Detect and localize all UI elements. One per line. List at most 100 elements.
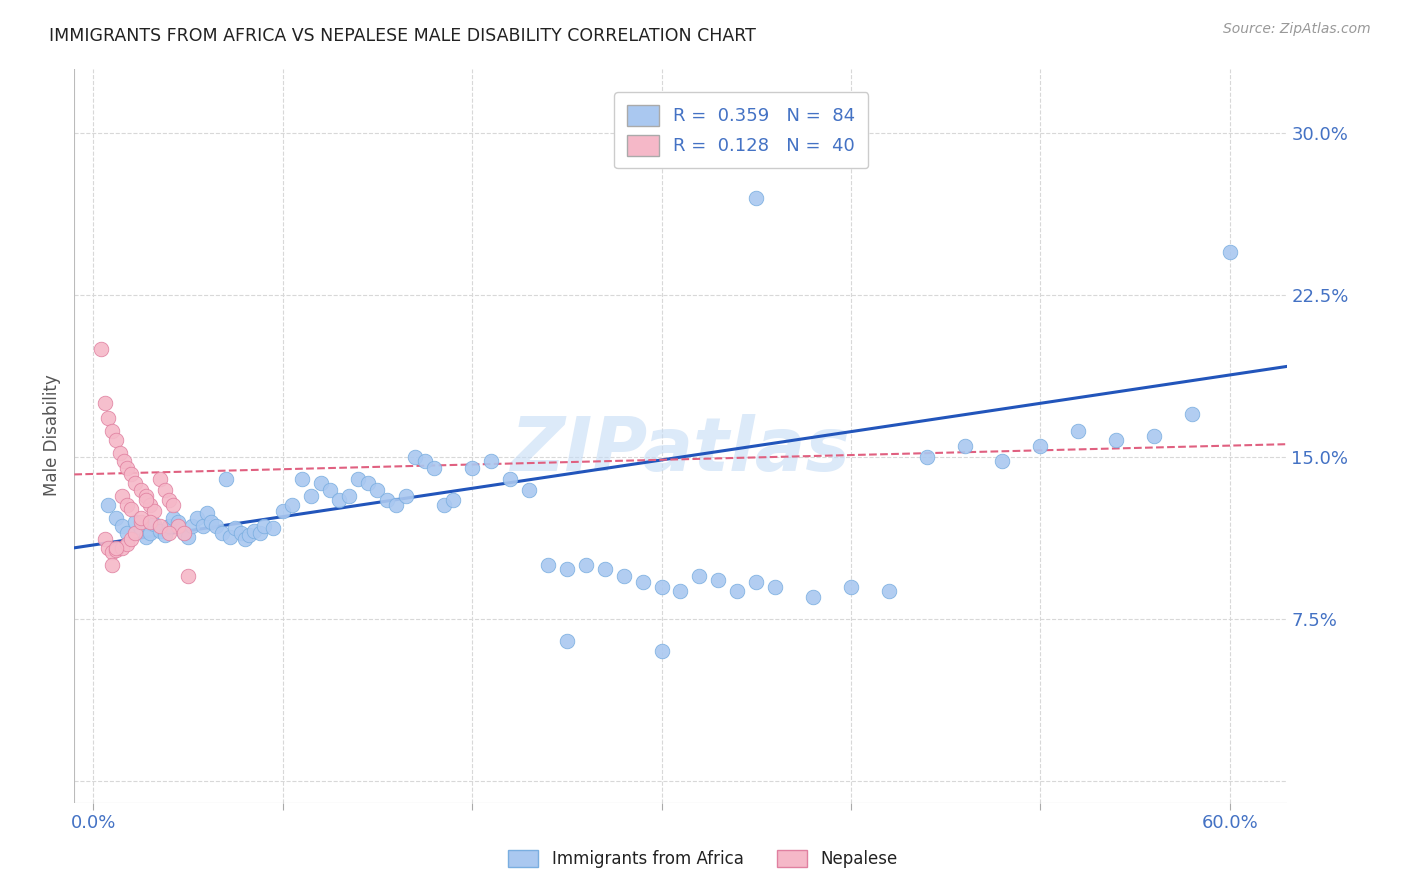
Point	[129, 521, 152, 535]
Point	[243, 524, 266, 538]
Point	[224, 521, 246, 535]
Point	[135, 489, 157, 503]
Point	[129, 510, 152, 524]
Point	[191, 519, 214, 533]
Point	[139, 515, 162, 529]
Point	[593, 562, 616, 576]
Point	[357, 476, 380, 491]
Point	[120, 532, 142, 546]
Point	[180, 519, 202, 533]
Point	[129, 515, 152, 529]
Point	[186, 510, 208, 524]
Point	[499, 472, 522, 486]
Point	[877, 584, 900, 599]
Point	[104, 510, 127, 524]
Point	[142, 504, 165, 518]
Point	[555, 633, 578, 648]
Point	[707, 573, 730, 587]
Point	[328, 493, 350, 508]
Point	[991, 454, 1014, 468]
Point	[479, 454, 502, 468]
Point	[124, 525, 146, 540]
Point	[953, 439, 976, 453]
Point	[801, 591, 824, 605]
Point	[233, 532, 256, 546]
Point	[839, 580, 862, 594]
Point	[1219, 245, 1241, 260]
Point	[124, 515, 146, 529]
Point	[155, 483, 177, 497]
Point	[90, 342, 112, 356]
Point	[101, 558, 124, 573]
Point	[173, 525, 195, 540]
Point	[97, 411, 120, 425]
Point	[309, 476, 332, 491]
Point	[148, 519, 170, 533]
Point	[385, 498, 408, 512]
Point	[613, 569, 636, 583]
Point	[167, 519, 190, 533]
Text: IMMIGRANTS FROM AFRICA VS NEPALESE MALE DISABILITY CORRELATION CHART: IMMIGRANTS FROM AFRICA VS NEPALESE MALE …	[49, 27, 756, 45]
Point	[299, 489, 322, 503]
Point	[117, 461, 139, 475]
Point	[120, 467, 142, 482]
Point	[319, 483, 342, 497]
Point	[725, 584, 748, 599]
Point	[162, 510, 184, 524]
Point	[915, 450, 938, 464]
Point	[650, 580, 672, 594]
Point	[688, 569, 710, 583]
Point	[669, 584, 692, 599]
Point	[135, 493, 157, 508]
Point	[745, 575, 768, 590]
Point	[111, 489, 134, 503]
Point	[195, 506, 218, 520]
Point	[177, 569, 200, 583]
Point	[229, 525, 252, 540]
Point	[575, 558, 598, 573]
Point	[129, 483, 152, 497]
Point	[763, 580, 786, 594]
Point	[404, 450, 426, 464]
Point	[157, 525, 180, 540]
Point	[1143, 428, 1166, 442]
Point	[97, 498, 120, 512]
Y-axis label: Male Disability: Male Disability	[44, 375, 60, 497]
Point	[104, 541, 127, 555]
Point	[177, 530, 200, 544]
Point	[104, 543, 127, 558]
Point	[211, 525, 233, 540]
Point	[157, 519, 180, 533]
Point	[1029, 439, 1052, 453]
Point	[97, 541, 120, 555]
Point	[745, 191, 768, 205]
Point	[148, 472, 170, 486]
Point	[262, 521, 284, 535]
Point	[93, 396, 115, 410]
Point	[101, 424, 124, 438]
Point	[135, 530, 157, 544]
Point	[395, 489, 418, 503]
Point	[104, 433, 127, 447]
Point	[537, 558, 560, 573]
Text: Source: ZipAtlas.com: Source: ZipAtlas.com	[1223, 22, 1371, 37]
Point	[631, 575, 654, 590]
Point	[173, 525, 195, 540]
Point	[108, 446, 131, 460]
Point	[112, 454, 135, 468]
Point	[111, 541, 134, 555]
Point	[101, 545, 124, 559]
Point	[555, 562, 578, 576]
Point	[139, 498, 162, 512]
Legend: Immigrants from Africa, Nepalese: Immigrants from Africa, Nepalese	[502, 843, 904, 875]
Point	[148, 524, 170, 538]
Point	[162, 498, 184, 512]
Point	[120, 502, 142, 516]
Point	[423, 461, 446, 475]
Point	[1105, 433, 1128, 447]
Point	[271, 504, 294, 518]
Point	[441, 493, 464, 508]
Point	[433, 498, 456, 512]
Point	[205, 519, 228, 533]
Point	[249, 525, 271, 540]
